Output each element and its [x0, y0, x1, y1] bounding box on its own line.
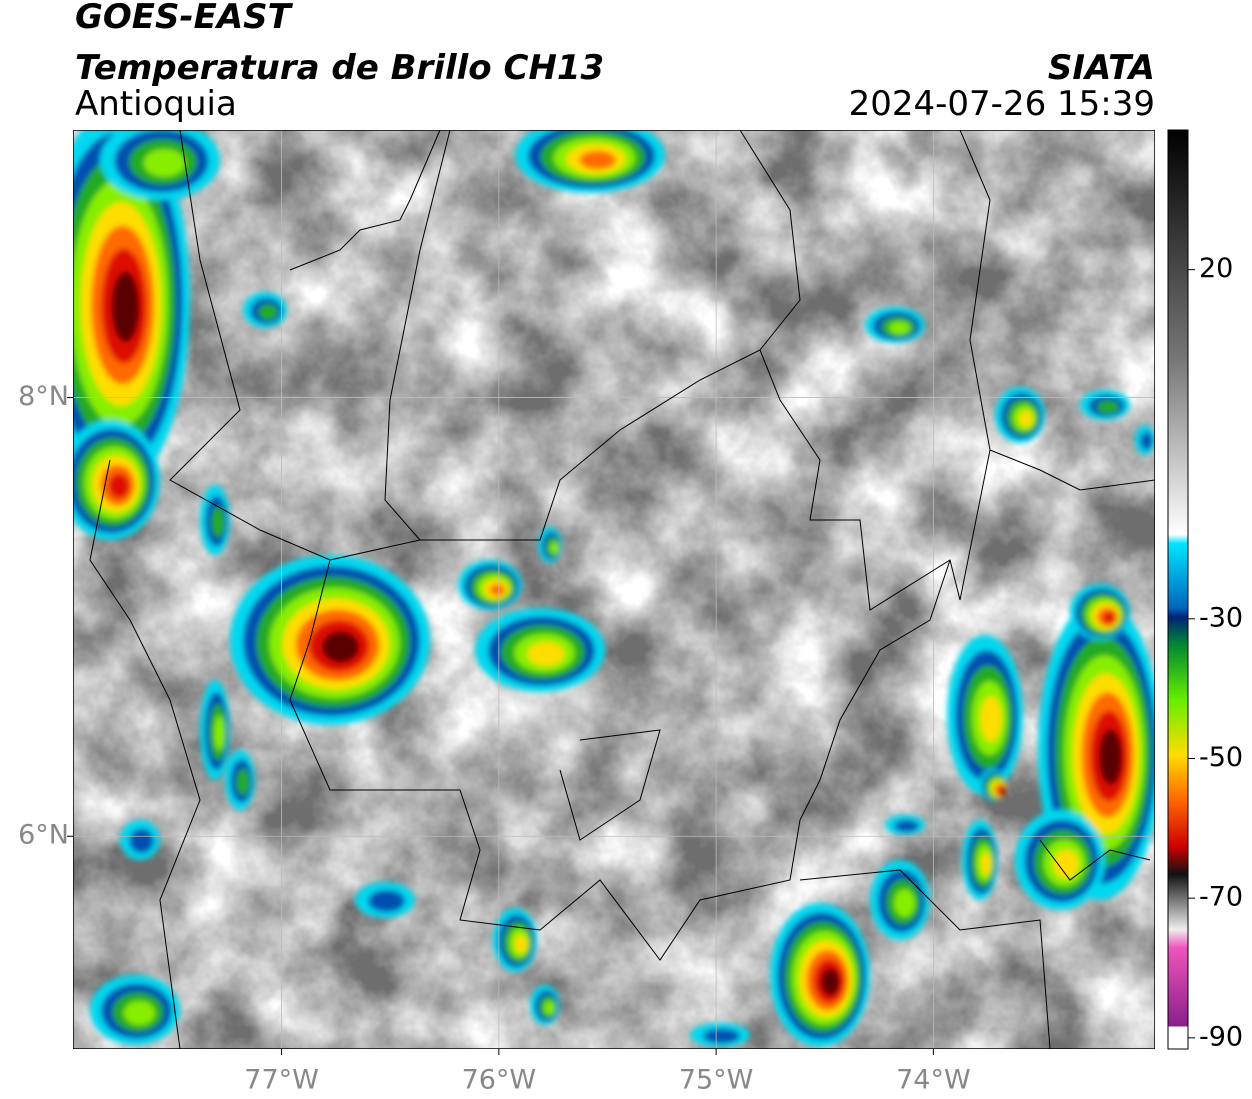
source: SIATA — [1048, 48, 1155, 88]
cloud-layer — [1102, 612, 1116, 624]
cloud-layer — [1000, 789, 1007, 795]
lon-tick-label: 77°W — [244, 1065, 319, 1096]
colorbar-tick-label: -90 — [1199, 1021, 1243, 1052]
cloud-layer — [211, 506, 225, 538]
cloud-layer — [544, 1001, 555, 1015]
lon-tick-label: 75°W — [679, 1065, 754, 1096]
cloud-layer — [514, 934, 528, 954]
cloud-layer — [236, 768, 250, 796]
lon-tick-label: 74°W — [896, 1065, 971, 1096]
cloud-layer — [1098, 729, 1123, 785]
cloud-layer — [123, 1000, 156, 1026]
cloud-layer — [894, 889, 915, 917]
cloud-layer — [143, 149, 186, 177]
cloud-layer — [821, 968, 840, 996]
colorbar-tick-label: -70 — [1199, 882, 1243, 913]
lat-tick-label: 6°N — [18, 820, 69, 851]
cloud-layer — [527, 642, 565, 666]
cloud-layer — [321, 631, 360, 663]
cloud-layer — [214, 715, 225, 751]
cloud-layer — [1140, 431, 1153, 451]
cloud-layer — [980, 852, 992, 876]
lon-tick-label: 76°W — [462, 1065, 537, 1096]
colorbar-tick-label: -30 — [1199, 602, 1243, 633]
cloud-layer — [579, 150, 616, 170]
cloud-layer — [108, 473, 130, 499]
title: GOES-EAST — [75, 0, 294, 37]
datetime: 2024-07-26 15:39 — [849, 84, 1155, 124]
cloud-layer — [1096, 400, 1120, 414]
cloud-layer — [703, 1028, 740, 1044]
colorbar-tick-label: 20 — [1199, 253, 1233, 284]
region: Antioquia — [75, 84, 237, 124]
cloud-layer — [889, 321, 910, 335]
cloud-layer — [894, 819, 919, 833]
colorbar-tick-label: -50 — [1199, 742, 1243, 773]
map-area — [73, 130, 1155, 1049]
cloud-layer — [1053, 849, 1079, 879]
lat-tick-label: 8°N — [18, 381, 69, 412]
cloud-texture — [73, 130, 1155, 1049]
subtitle: Temperatura de Brillo CH13 — [75, 48, 604, 88]
cloud-layer — [550, 541, 559, 555]
colorbar — [1167, 129, 1189, 1050]
cloud-layer — [1018, 411, 1034, 427]
graticule — [73, 130, 1155, 1049]
cloud-layer — [258, 304, 278, 320]
cloud-layer — [489, 583, 506, 597]
cloud-layer — [368, 889, 405, 913]
borders — [89, 130, 1155, 1049]
cloud-layer — [129, 828, 154, 854]
convective-cells — [73, 130, 1155, 1047]
cloud-layer — [111, 271, 140, 343]
cloud-layer — [980, 696, 1002, 742]
